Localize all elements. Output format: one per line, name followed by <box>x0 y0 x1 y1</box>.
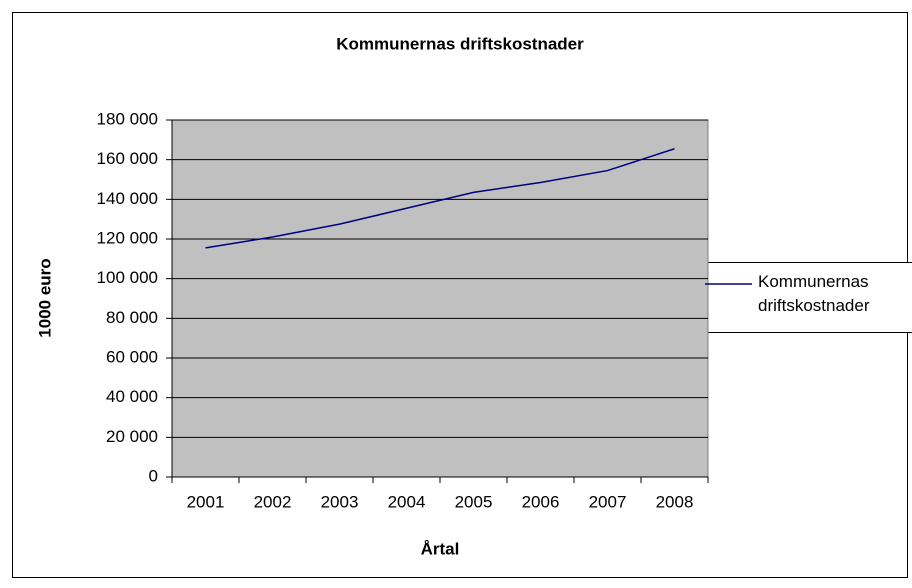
y-tick-label: 180 000 <box>97 109 158 128</box>
legend-label: Kommunernas driftskostnader <box>758 272 870 315</box>
x-axis-label: Årtal <box>421 539 460 558</box>
x-tick-label: 2006 <box>522 492 560 511</box>
y-tick-label: 160 000 <box>97 149 158 168</box>
x-tick-label: 2005 <box>455 492 493 511</box>
y-tick-label: 40 000 <box>106 387 158 406</box>
x-tick-label: 2008 <box>656 492 694 511</box>
x-tick-label: 2004 <box>388 492 426 511</box>
y-tick-label: 60 000 <box>106 347 158 366</box>
y-axis-label: 1000 euro <box>35 258 54 337</box>
x-tick-label: 2001 <box>187 492 225 511</box>
y-tick-label: 80 000 <box>106 308 158 327</box>
chart-title: Kommunernas driftskostnader <box>336 34 584 53</box>
y-tick-label: 120 000 <box>97 228 158 247</box>
plot-area <box>171 119 709 478</box>
y-tick-label: 140 000 <box>97 189 158 208</box>
x-tick-label: 2007 <box>589 492 627 511</box>
x-tick-label: 2003 <box>321 492 359 511</box>
data-line <box>205 148 675 249</box>
y-tick-label: 20 000 <box>106 427 158 446</box>
y-tick-label: 100 000 <box>97 268 158 287</box>
y-tick-label: 0 <box>149 466 158 485</box>
x-tick-label: 2002 <box>254 492 292 511</box>
